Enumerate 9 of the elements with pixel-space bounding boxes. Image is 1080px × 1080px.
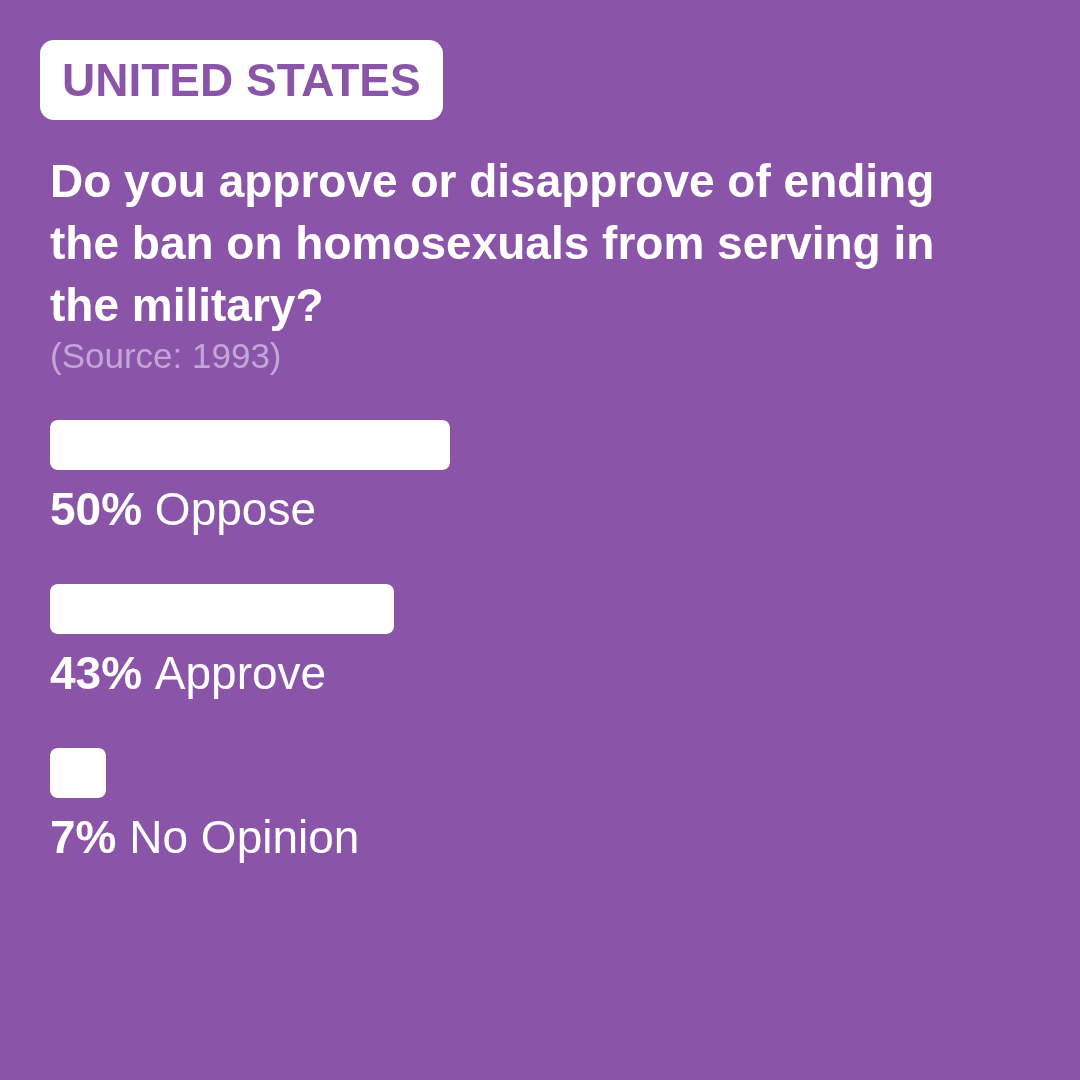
- data-label: 43%: [50, 647, 143, 699]
- text: UNITED STATES: [40, 40, 443, 120]
- data-label: 50%: [50, 483, 143, 535]
- data-label: 7%: [50, 811, 117, 863]
- y-tick-label: No Opinion: [129, 811, 360, 863]
- y-tick-label: Oppose: [154, 483, 316, 535]
- y-tick-label: Approve: [154, 647, 327, 699]
- chart-subtitle: (Source: 1993): [50, 335, 282, 377]
- chart-title: Do you approve or disapprove of ending the ban on homosexuals from serving in the military?: [50, 154, 936, 333]
